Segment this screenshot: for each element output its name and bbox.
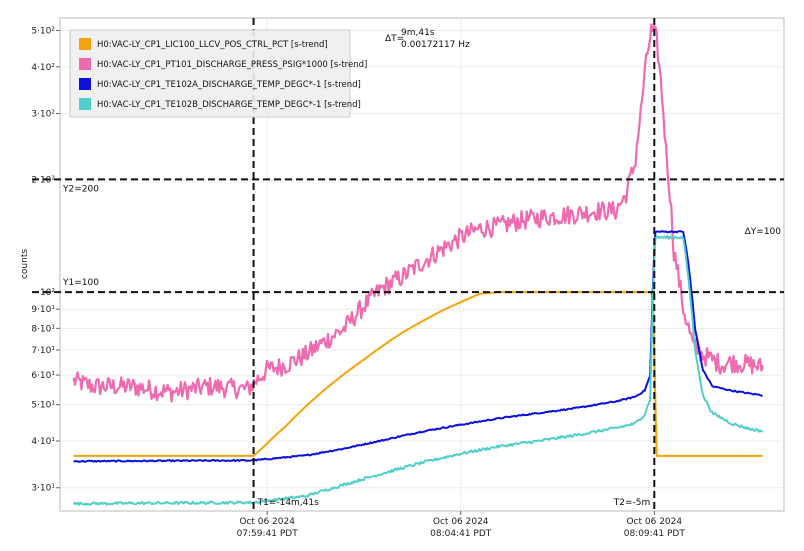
y-tick-label: 4·10¹ — [31, 437, 55, 447]
series-lines — [72, 23, 764, 506]
y-tick-label: 9·10¹ — [31, 305, 55, 315]
legend-swatch — [79, 78, 91, 90]
legend-box — [69, 29, 351, 118]
legend-entry: H0:VAC-LY_CP1_TE102B_DISCHARGE_TEMP_DEGC… — [97, 100, 361, 110]
x-tick-label-time: 07:59:41 PDT — [237, 529, 299, 539]
x-tick-label-date: Oct 06 2024 — [239, 517, 295, 527]
y-tick-label: 7·10¹ — [31, 346, 55, 356]
legend-swatch — [79, 98, 91, 110]
x-tick-label-date: Oct 06 2024 — [433, 517, 489, 527]
axes: 3·10¹4·10¹5·10¹6·10¹7·10¹8·10¹9·10¹10²2·… — [31, 27, 686, 539]
delta-t-frequency: 0.00172117 Hz — [401, 40, 470, 50]
y-tick-label: 5·10¹ — [31, 401, 55, 411]
series-line-4 — [72, 235, 764, 506]
y-tick-label: 5·10² — [31, 27, 55, 37]
y1-label: Y1=100 — [62, 278, 99, 288]
y-tick-label: 4·10² — [31, 63, 55, 73]
series-line-3 — [73, 230, 763, 463]
legend: H0:VAC-LY_CP1_LIC100_LLCV_POS_CTRL_PCT [… — [69, 29, 367, 118]
legend-swatch — [79, 58, 91, 70]
delta-y-label: ΔY=100 — [745, 227, 782, 237]
legend-swatch — [79, 38, 91, 50]
legend-entry: H0:VAC-LY_CP1_TE102A_DISCHARGE_TEMP_DEGC… — [97, 80, 361, 90]
y2-label: Y2=200 — [62, 184, 99, 194]
y-tick-label: 3·10¹ — [31, 484, 55, 494]
x-tick-label-time: 08:09:41 PDT — [624, 529, 686, 539]
y-axis-label: counts — [20, 249, 30, 279]
series-line-2 — [72, 23, 764, 403]
y-tick-label: 8·10¹ — [31, 324, 55, 334]
legend-entry: H0:VAC-LY_CP1_PT101_DISCHARGE_PRESS_PSIG… — [97, 60, 367, 70]
t2-label: T2=-5m — [613, 498, 651, 508]
delta-t-value: 9m,41s — [401, 28, 435, 38]
y-tick-label: 6·10¹ — [31, 371, 55, 381]
t1-label: T1=-14m,41s — [257, 498, 320, 508]
x-tick-label-time: 08:04:41 PDT — [430, 529, 492, 539]
y-tick-label: 3·10² — [31, 110, 55, 120]
delta-t-prefix: ΔT= — [385, 34, 404, 44]
x-tick-label-date: Oct 06 2024 — [626, 517, 682, 527]
series-line-1 — [73, 291, 763, 457]
legend-entry: H0:VAC-LY_CP1_LIC100_LLCV_POS_CTRL_PCT [… — [97, 40, 328, 50]
